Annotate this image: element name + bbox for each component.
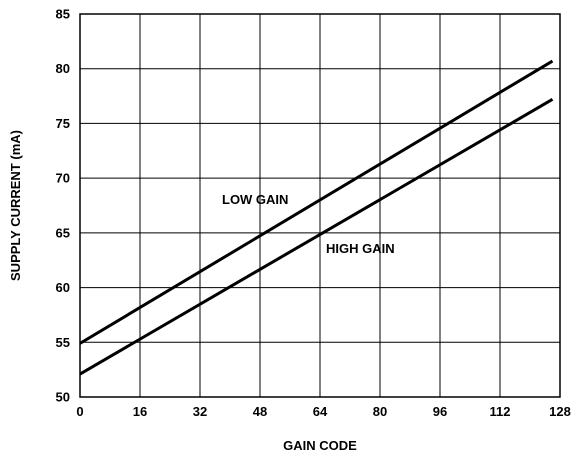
x-axis-title: GAIN CODE bbox=[283, 438, 357, 453]
series-line-0 bbox=[79, 59, 554, 345]
x-tick-label-4: 64 bbox=[313, 404, 328, 419]
series-annotations: LOW GAIN HIGH GAIN bbox=[222, 192, 395, 256]
x-tick-label-1: 16 bbox=[133, 404, 147, 419]
y-tick-label-1: 55 bbox=[56, 335, 70, 350]
y-tick-label-4: 70 bbox=[56, 171, 70, 186]
y-tick-label-5: 75 bbox=[56, 116, 70, 131]
grid bbox=[79, 13, 561, 398]
x-tick-label-8: 128 bbox=[549, 404, 571, 419]
x-tick-label-3: 48 bbox=[253, 404, 267, 419]
x-tick-label-2: 32 bbox=[193, 404, 207, 419]
tick-labels: 0 16 32 48 64 80 96 112 128 50 55 60 65 70 75 80 85 bbox=[56, 7, 571, 420]
y-tick-label-6: 80 bbox=[56, 61, 70, 76]
y-tick-label-7: 85 bbox=[56, 7, 70, 22]
series-line-1 bbox=[79, 98, 554, 376]
y-axis-title: SUPPLY CURRENT (mA) bbox=[8, 130, 23, 281]
x-tick-label-5: 80 bbox=[373, 404, 387, 419]
y-tick-label-0: 50 bbox=[56, 390, 70, 405]
x-tick-label-7: 112 bbox=[490, 404, 511, 419]
x-tick-label-0: 0 bbox=[76, 404, 83, 419]
series-lines bbox=[79, 59, 554, 376]
x-tick-label-6: 96 bbox=[433, 404, 447, 419]
y-tick-label-2: 60 bbox=[56, 280, 70, 295]
plot-frame bbox=[79, 13, 561, 398]
series-annotation-0: LOW GAIN bbox=[222, 192, 288, 207]
y-tick-label-3: 65 bbox=[56, 225, 70, 240]
series-annotation-1: HIGH GAIN bbox=[326, 241, 395, 256]
